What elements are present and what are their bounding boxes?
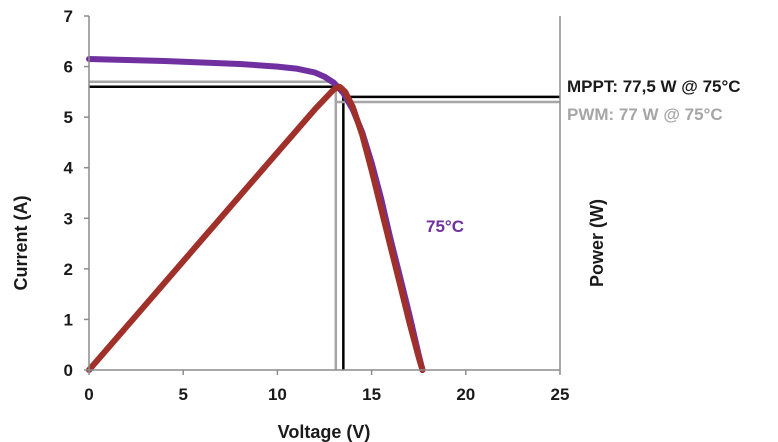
y2-axis-title: Power (W) (587, 199, 607, 287)
temp-annotation: 75°C (426, 217, 464, 236)
x-tick-label: 5 (178, 385, 187, 404)
y-tick-label: 5 (64, 108, 73, 127)
reference-lines (89, 80, 560, 370)
series-line-0 (86, 56, 426, 373)
y-tick-label: 7 (64, 7, 73, 26)
x-tick-label: 10 (268, 385, 287, 404)
y-axis-title: Current (A) (11, 196, 31, 291)
x-tick-label: 25 (551, 385, 570, 404)
series-line-1 (86, 83, 426, 373)
pwm-annotation: PWM: 77 W @ 75°C (567, 105, 723, 124)
x-tick-label: 0 (84, 385, 93, 404)
x-tick-label: 20 (456, 385, 475, 404)
mppt-annotation: MPPT: 77,5 W @ 75°C (567, 77, 741, 96)
y-tick-label: 2 (64, 260, 73, 279)
y-tick-label: 0 (64, 361, 73, 380)
y-tick-label: 4 (64, 159, 74, 178)
series-layer (86, 56, 426, 373)
x-axis-title: Voltage (V) (278, 422, 371, 442)
y-tick-label: 1 (64, 310, 73, 329)
y-tick-label: 3 (64, 209, 73, 228)
x-tick-label: 15 (362, 385, 381, 404)
tick-labels: 0 5 10 15 20 25 0 1 2 3 4 5 6 7 (64, 7, 570, 404)
y-tick-label: 6 (64, 58, 73, 77)
axes (88, 16, 561, 371)
